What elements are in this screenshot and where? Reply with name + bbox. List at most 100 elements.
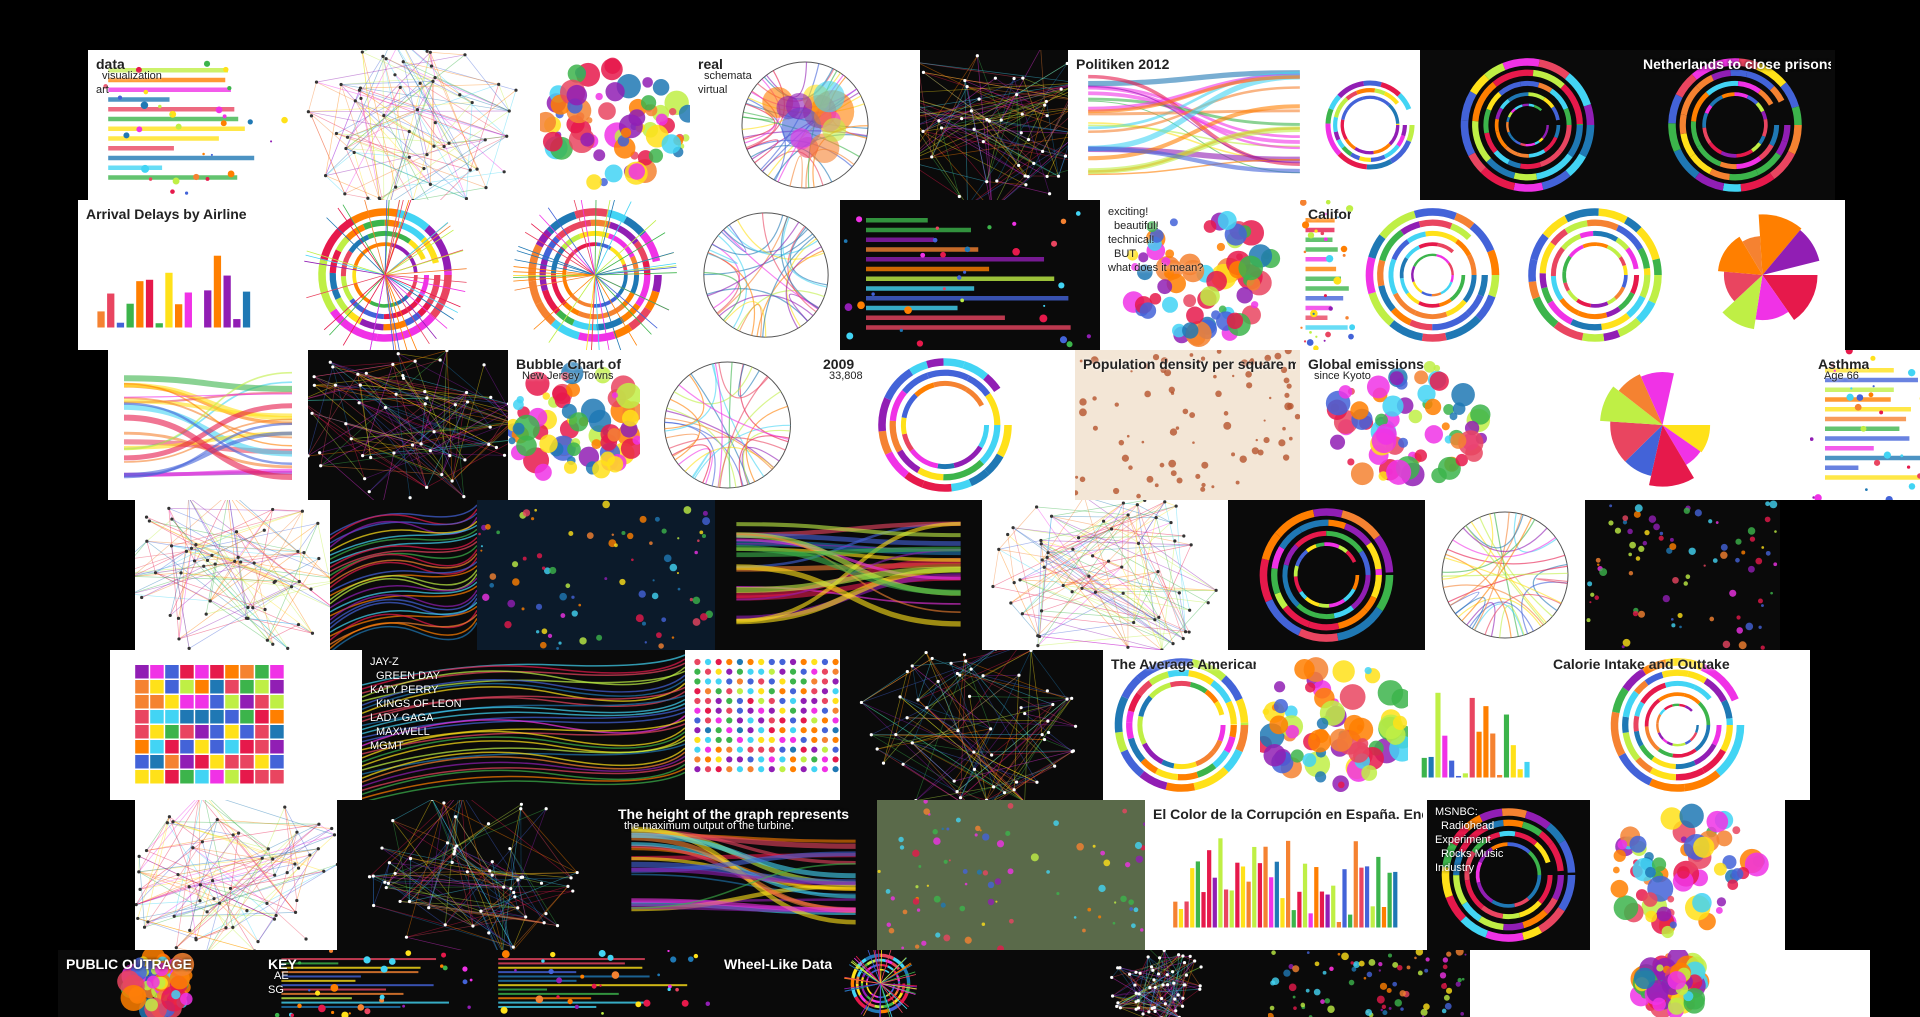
bar-mark (1269, 877, 1274, 928)
network-edge (1041, 571, 1159, 612)
network-edge (1046, 131, 1068, 177)
grid-cell (832, 727, 839, 734)
map-point (1594, 595, 1600, 600)
network-edge (314, 375, 403, 386)
chord-arc (736, 219, 825, 260)
ring-segment (1637, 247, 1650, 269)
network-edge (409, 858, 411, 902)
ring-segment (1442, 842, 1457, 868)
network-edge (925, 652, 1005, 793)
network-node (1134, 970, 1138, 974)
scatter-point (158, 104, 162, 109)
map-point (1455, 950, 1464, 956)
scatter-point (184, 191, 189, 195)
map-point (1306, 951, 1310, 954)
grid-cell (715, 736, 722, 744)
map-point (543, 567, 551, 575)
map-point (1441, 1008, 1447, 1014)
network-node (519, 802, 523, 806)
map-point (1176, 477, 1183, 484)
map-point (676, 571, 680, 575)
network-node (422, 166, 426, 171)
grid-cell (821, 717, 829, 724)
bubble-mark (1642, 892, 1658, 907)
ring-segment (1507, 111, 1513, 118)
bar-mark (1428, 756, 1434, 778)
network-edge (373, 873, 396, 877)
network-edge (272, 834, 335, 860)
network-node (367, 490, 371, 494)
bar-mark (1342, 869, 1347, 928)
bubble-mark (1315, 771, 1327, 783)
network-edge (147, 900, 201, 923)
grid-cell (736, 688, 744, 695)
network-node (208, 599, 212, 603)
tile-graphic (513, 200, 677, 350)
grid-cell (210, 740, 224, 754)
bubble-mark (1305, 682, 1316, 693)
network-edge (1167, 984, 1184, 999)
network-edge (920, 88, 1068, 117)
network-edge (382, 56, 434, 82)
network-edge (311, 413, 365, 479)
network-edge (318, 823, 335, 836)
map-point (638, 590, 646, 598)
network-edge (194, 552, 305, 562)
network-node (1020, 612, 1024, 616)
map-point (1130, 370, 1133, 373)
visualization-tile (1510, 200, 1680, 350)
network-node (1051, 702, 1055, 707)
bubble-mark (1302, 753, 1317, 768)
ring-segment (984, 453, 1004, 475)
map-point (534, 508, 537, 512)
network-node (167, 506, 171, 511)
ring-segment (608, 221, 639, 245)
network-edge (1120, 1007, 1176, 1012)
network-edge (1119, 967, 1201, 987)
network-edge (402, 61, 471, 171)
network-edge (392, 820, 558, 926)
ring-segment (1579, 124, 1595, 158)
network-edge (365, 373, 427, 488)
network-edge (409, 901, 545, 924)
network-edge (920, 85, 1068, 125)
network-edge (1022, 77, 1059, 177)
ring-segment (1528, 281, 1540, 300)
ring-segment (1613, 286, 1626, 300)
network-edge (247, 511, 303, 608)
network-node (1193, 959, 1197, 963)
network-edge (200, 854, 310, 886)
network-edge (308, 397, 427, 401)
network-edge (175, 800, 199, 948)
map-point (1135, 855, 1144, 863)
scatter-point (328, 950, 334, 953)
network-edge (314, 384, 468, 403)
network-edge (389, 862, 514, 948)
ring-segment (1617, 317, 1642, 337)
map-point (1685, 574, 1691, 579)
network-node (372, 903, 376, 908)
network-edge (447, 842, 519, 881)
ring-segment (1507, 131, 1512, 138)
bubble-mark (171, 990, 181, 1000)
network-edge (409, 901, 558, 926)
network-node (447, 141, 451, 145)
network-edge (388, 800, 455, 884)
network-node (1042, 565, 1046, 569)
network-edge (1149, 984, 1168, 988)
ring-segment (1325, 108, 1334, 124)
network-edge (206, 828, 332, 913)
grid-cell (821, 736, 829, 744)
network-edge (520, 808, 572, 879)
ring-segment (1634, 701, 1645, 717)
ring-segment (1568, 244, 1585, 258)
grid-cell (715, 766, 722, 773)
map-point (571, 610, 578, 617)
ring-segment (1492, 69, 1534, 87)
tile-graphic (859, 650, 1078, 800)
network-edge (922, 77, 996, 132)
network-node (383, 880, 387, 884)
scatter-point (1060, 218, 1067, 225)
network-edge (432, 81, 435, 147)
network-edge (861, 702, 964, 800)
